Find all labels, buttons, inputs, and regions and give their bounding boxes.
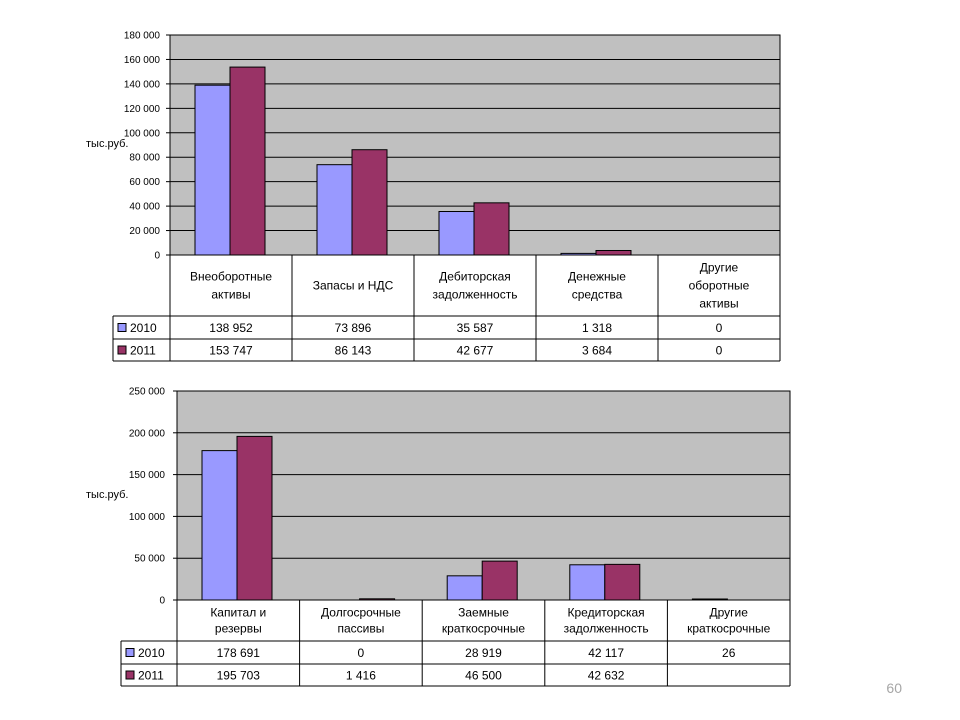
legend-label: 2010 xyxy=(130,321,157,335)
category-label: задолженность xyxy=(564,622,649,636)
bar-2010 xyxy=(560,252,597,256)
category-label: Запасы и НДС xyxy=(313,279,394,293)
y-tick-label: 0 xyxy=(159,596,165,607)
category-label: Кредиторская xyxy=(568,606,645,620)
y-tick-label: 40 000 xyxy=(129,202,160,213)
bar-2010 xyxy=(691,598,728,601)
table-value: 26 xyxy=(722,646,736,660)
category-label: Дебиторская xyxy=(439,270,511,284)
y-tick-label: 140 000 xyxy=(124,79,161,90)
table-value: 73 896 xyxy=(335,321,372,335)
category-label: краткосрочные xyxy=(687,622,770,636)
bar-2010 xyxy=(194,84,231,256)
legend-key-2011 xyxy=(117,345,127,355)
bar-2011 xyxy=(229,66,266,256)
y-tick-label: 200 000 xyxy=(129,428,166,439)
category-label: Денежные xyxy=(568,270,626,284)
category-label: краткосрочные xyxy=(442,622,525,636)
bar-2011 xyxy=(359,598,396,601)
bar-2010 xyxy=(316,164,353,256)
table-value: 1 416 xyxy=(346,669,376,683)
table-value: 178 691 xyxy=(217,646,261,660)
table-value: 138 952 xyxy=(209,321,253,335)
legend-key-2010 xyxy=(125,648,135,657)
table-value: 42 677 xyxy=(457,344,494,358)
table-value: 1 318 xyxy=(582,321,612,335)
legend-label: 2011 xyxy=(130,344,156,358)
table-value: 0 xyxy=(358,646,365,660)
y-tick-label: 160 000 xyxy=(124,55,161,66)
category-label: пассивы xyxy=(337,622,384,636)
category-label: активы xyxy=(211,288,250,302)
page-number: 60 xyxy=(886,680,902,696)
y-tick-label: 100 000 xyxy=(124,128,161,139)
chart-1: 0 20 000 40 000 60 000 80 000 100 000 120 000 1… xyxy=(86,31,781,362)
chart-2: 0 50 000 100 000 150 000 200 000 250 000 тыс.р… xyxy=(86,387,791,687)
category-label: резервы xyxy=(215,622,262,636)
y-tick-label: 20 000 xyxy=(129,226,160,237)
y-tick-label: 80 000 xyxy=(129,153,160,164)
table-value: 42 632 xyxy=(588,669,625,683)
legend-label: 2011 xyxy=(138,669,164,683)
bar-2011 xyxy=(604,563,641,601)
bar-2011 xyxy=(236,435,273,601)
table-value: 46 500 xyxy=(465,669,502,683)
y-axis-label: тыс.руб. xyxy=(86,489,128,501)
table-value: 195 703 xyxy=(217,669,261,683)
table-value: 0 xyxy=(716,321,723,335)
bar-2011 xyxy=(351,149,388,256)
y-tick-label: 60 000 xyxy=(129,177,160,188)
bar-2010 xyxy=(201,450,238,601)
bar-2010 xyxy=(438,211,475,256)
table-value: 28 919 xyxy=(465,646,502,660)
category-label: Капитал и xyxy=(210,606,266,620)
table-value: 153 747 xyxy=(209,344,253,358)
bar-2010 xyxy=(569,564,606,601)
y-tick-label: 150 000 xyxy=(129,470,166,481)
table-value: 35 587 xyxy=(457,321,494,335)
legend-key-2010 xyxy=(117,323,127,332)
category-label: средства xyxy=(572,288,623,302)
y-tick-label: 50 000 xyxy=(134,554,165,565)
y-tick-label: 120 000 xyxy=(124,104,161,115)
category-label: Другие xyxy=(700,261,739,275)
category-label: Другие xyxy=(709,606,748,620)
bar-2011 xyxy=(473,202,510,256)
y-axis-label: тыс.руб. xyxy=(86,138,128,150)
table-value: 86 143 xyxy=(335,344,372,358)
category-label: Заемные xyxy=(458,606,509,620)
category-label: задолженность xyxy=(433,288,518,302)
legend-label: 2010 xyxy=(138,646,165,660)
bar-2011 xyxy=(481,560,518,601)
table-value: 0 xyxy=(716,344,723,358)
legend-key-2011 xyxy=(125,670,135,680)
y-tick-label: 250 000 xyxy=(129,387,166,398)
category-label: оборотные xyxy=(689,279,750,293)
y-tick-label: 0 xyxy=(154,251,160,262)
y-tick-label: 180 000 xyxy=(124,31,161,42)
table-value: 42 117 xyxy=(588,646,624,660)
y-tick-label: 100 000 xyxy=(129,512,166,523)
bar-2010 xyxy=(446,575,483,601)
category-label: активы xyxy=(699,297,738,311)
bar-2011 xyxy=(595,249,632,256)
table-value: 3 684 xyxy=(582,344,612,358)
category-label: Долгосрочные xyxy=(321,606,401,620)
category-label: Внеоборотные xyxy=(190,270,272,284)
